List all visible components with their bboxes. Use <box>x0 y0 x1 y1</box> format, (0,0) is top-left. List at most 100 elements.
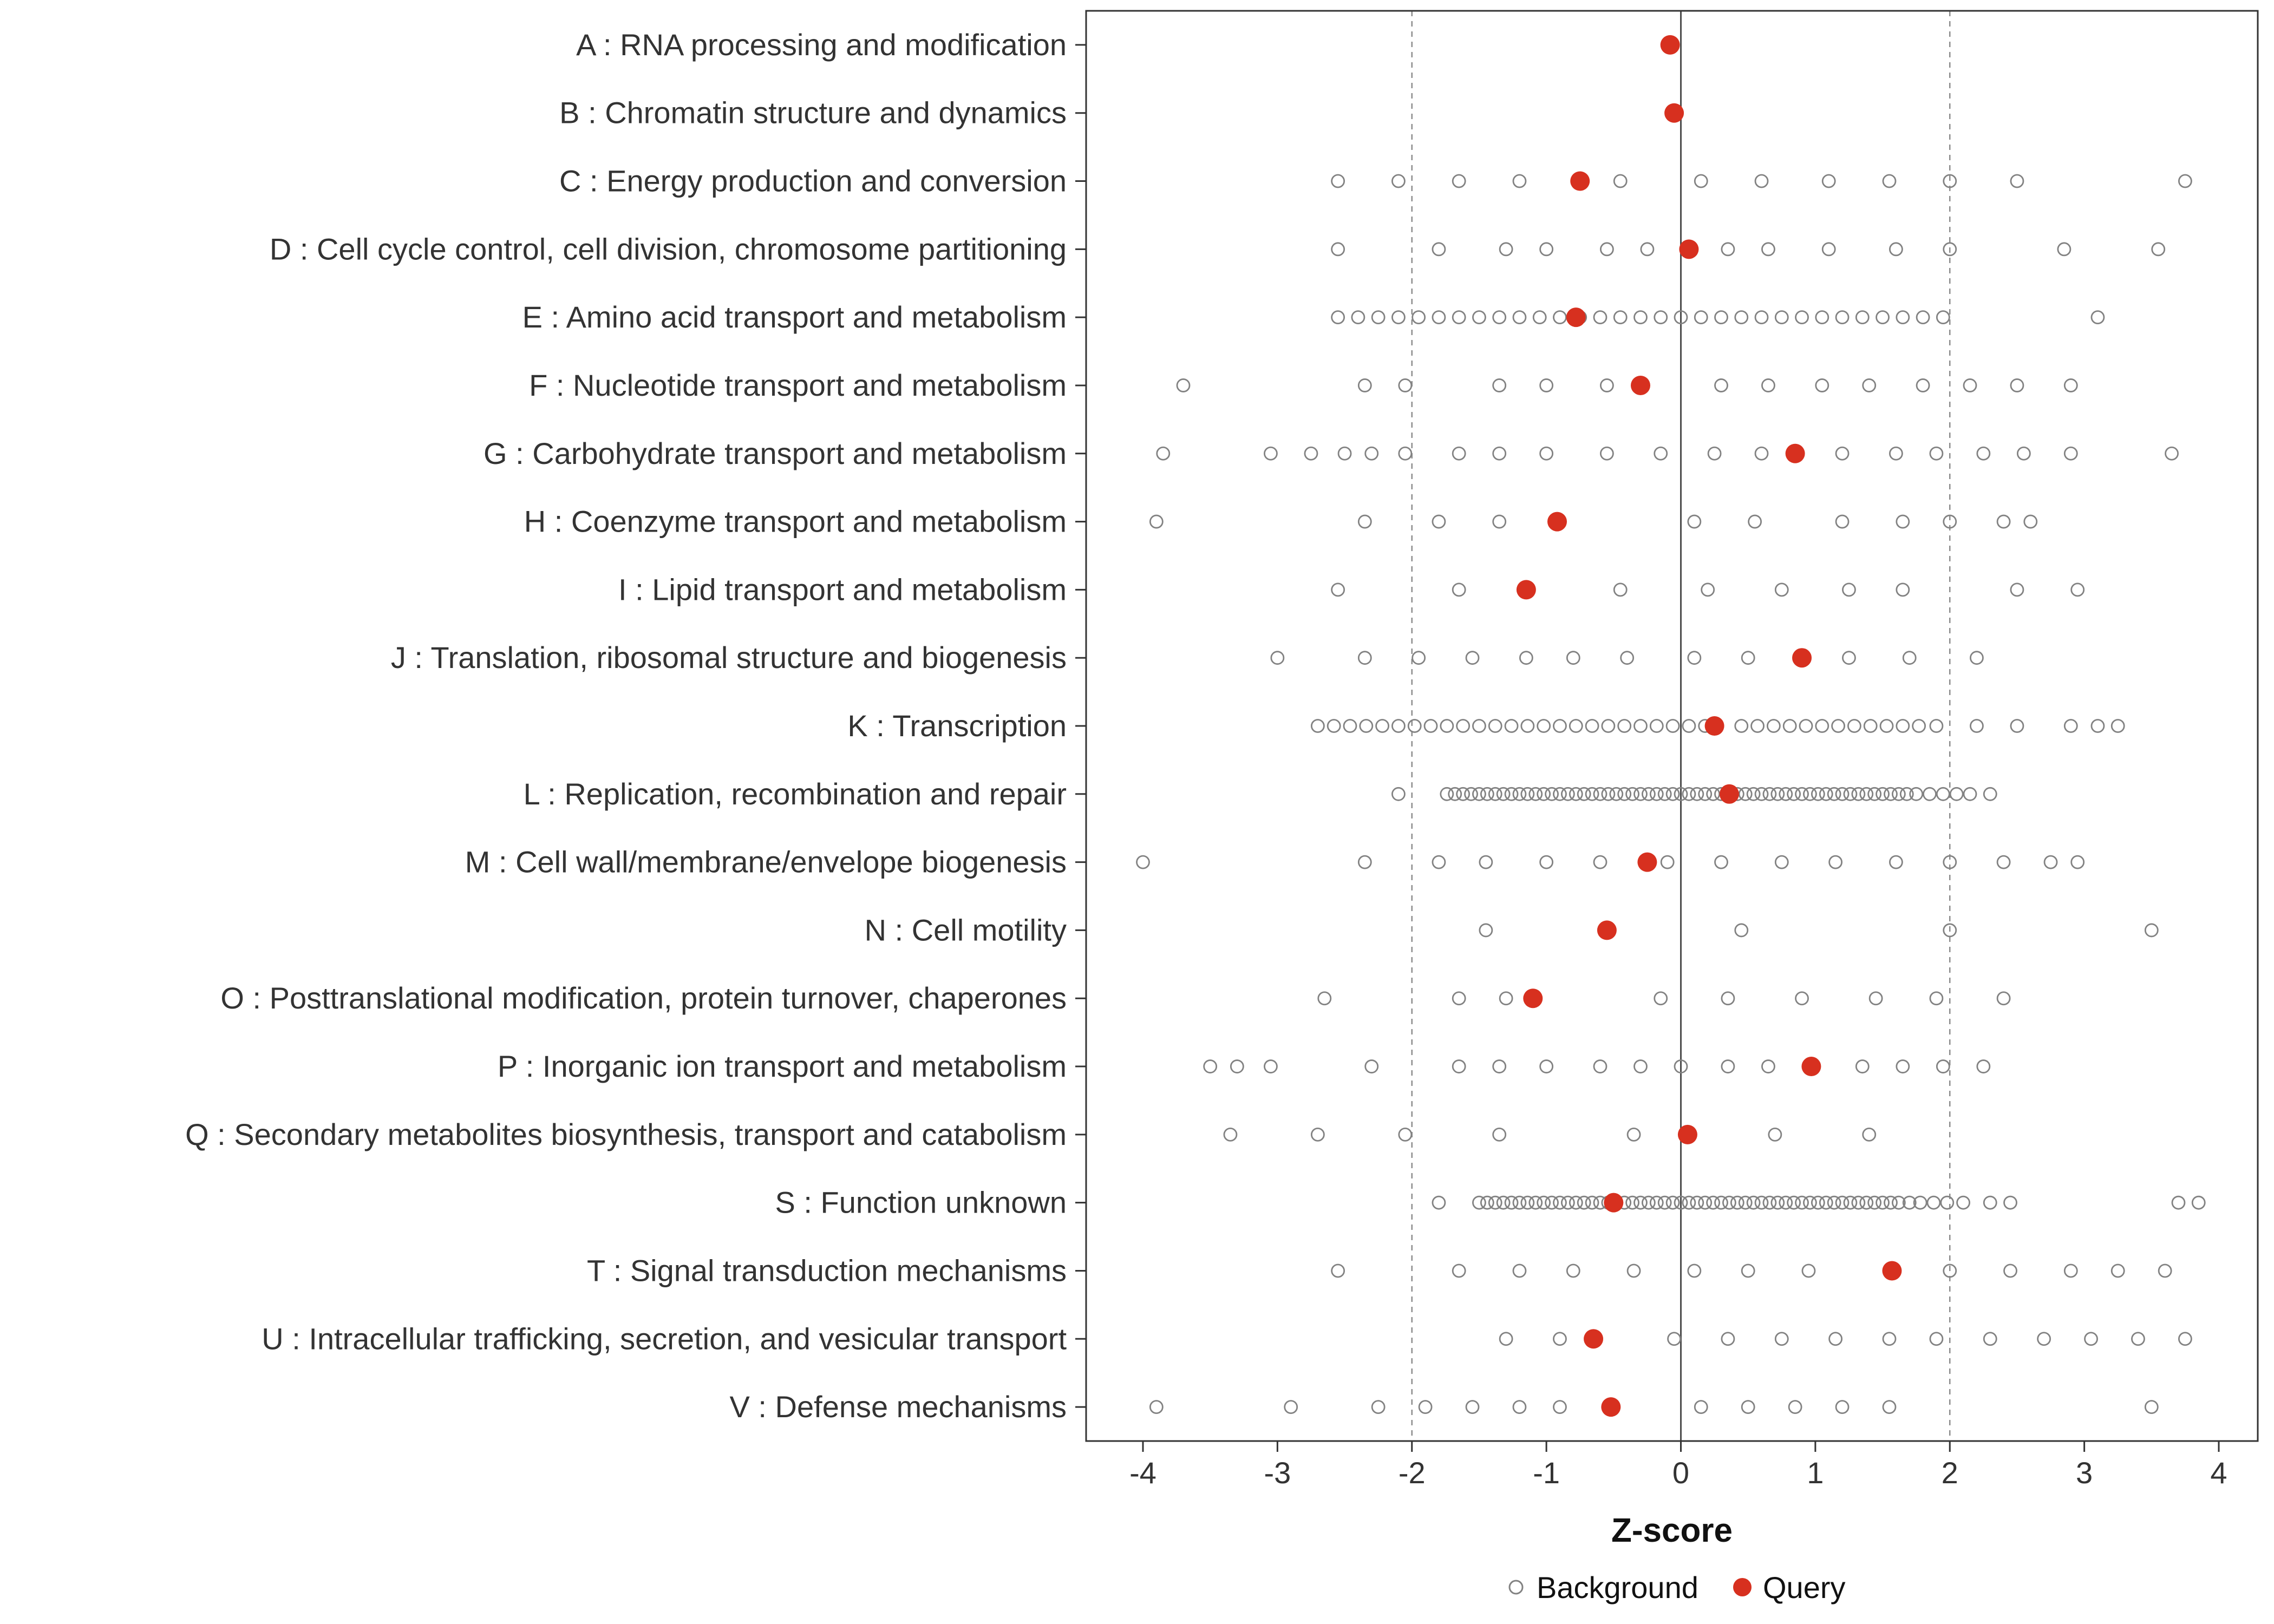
x-axis-title: Z-score <box>1611 1512 1733 1549</box>
background-point <box>1741 1400 1755 1414</box>
background-point <box>1835 446 1850 461</box>
background-point <box>1762 787 1777 801</box>
background-point <box>1465 651 1480 665</box>
background-point <box>1665 719 1680 733</box>
background-point <box>1512 174 1527 188</box>
query-point <box>1523 988 1543 1009</box>
background-point <box>1774 855 1789 869</box>
query-point <box>1792 648 1812 668</box>
background-point <box>1902 1195 1917 1210</box>
background-point <box>2010 582 2024 597</box>
background-point <box>1452 1263 1466 1278</box>
background-point <box>1176 378 1191 392</box>
background-point <box>1553 1195 1567 1210</box>
background-point <box>1916 378 1930 392</box>
background-point <box>1698 787 1713 801</box>
background-point <box>1976 1059 1991 1073</box>
background-point <box>1569 719 1583 733</box>
background-point <box>1707 446 1722 461</box>
background-point <box>2151 242 2166 257</box>
y-axis-label: P : Inorganic ion transport and metaboli… <box>498 1049 1067 1083</box>
background-point <box>2070 855 2085 869</box>
background-point <box>1585 787 1599 801</box>
background-point <box>1625 1195 1639 1210</box>
background-point <box>2063 378 2078 392</box>
background-point <box>1706 787 1721 801</box>
background-point <box>1203 1059 1218 1073</box>
background-point <box>1721 991 1735 1006</box>
background-point <box>1819 787 1833 801</box>
background-point <box>1230 1059 1244 1073</box>
background-point <box>2057 242 2072 257</box>
background-point <box>1633 310 1648 325</box>
y-axis-label: H : Coenzyme transport and metabolism <box>524 505 1067 539</box>
background-point <box>1694 1400 1708 1414</box>
background-point <box>1687 514 1702 529</box>
y-axis-label: C : Energy production and conversion <box>559 164 1067 198</box>
background-point <box>2110 719 2125 733</box>
background-point <box>1714 310 1728 325</box>
background-point <box>1721 1332 1735 1346</box>
background-point <box>1929 446 1944 461</box>
y-axis-label: M : Cell wall/membrane/envelope biogenes… <box>465 845 1067 879</box>
background-point <box>1811 787 1825 801</box>
query-point <box>1604 1193 1624 1213</box>
background-point <box>1472 1195 1486 1210</box>
background-point <box>1492 378 1507 392</box>
background-point <box>1770 787 1785 801</box>
background-point <box>1654 991 1668 1006</box>
background-point <box>2178 1332 2192 1346</box>
background-point <box>1649 1195 1664 1210</box>
y-axis-label: D : Cell cycle control, cell division, c… <box>270 232 1067 266</box>
background-point <box>1654 446 1668 461</box>
background-point <box>1512 1195 1527 1210</box>
background-point <box>1499 1332 1513 1346</box>
background-point <box>1545 787 1559 801</box>
background-point <box>1690 787 1704 801</box>
background-point <box>1472 719 1486 733</box>
background-point <box>1351 310 1365 325</box>
background-point <box>1996 855 2011 869</box>
background-point <box>2090 719 2105 733</box>
background-point <box>1761 378 1775 392</box>
background-point <box>1452 1059 1466 1073</box>
background-point <box>1788 1400 1802 1414</box>
background-point <box>1884 1195 1898 1210</box>
background-point <box>1512 787 1527 801</box>
background-point <box>1528 1195 1543 1210</box>
background-point <box>1223 1127 1238 1142</box>
background-point <box>1912 719 1926 733</box>
x-tick-label: -2 <box>1399 1456 1426 1490</box>
background-point <box>1913 1195 1927 1210</box>
panel-border <box>1085 10 2259 1442</box>
background-point <box>1896 1059 1910 1073</box>
background-point <box>1855 1059 1870 1073</box>
background-point <box>2144 1400 2159 1414</box>
background-point <box>1754 310 1769 325</box>
background-point <box>1566 1263 1580 1278</box>
background-point <box>1412 651 1426 665</box>
query-point <box>1637 852 1657 872</box>
background-point <box>1156 446 1171 461</box>
background-point <box>1364 1059 1379 1073</box>
background-point <box>1539 242 1554 257</box>
background-point <box>1504 719 1519 733</box>
x-tick-label: -3 <box>1264 1456 1291 1490</box>
background-point <box>1633 1059 1648 1073</box>
background-point <box>2043 855 2058 869</box>
background-point <box>1496 787 1511 801</box>
background-point <box>2090 310 2105 325</box>
background-point <box>1787 1195 1801 1210</box>
background-point <box>1601 719 1616 733</box>
background-point <box>1916 310 1930 325</box>
background-point <box>1480 1195 1494 1210</box>
background-point <box>1423 719 1438 733</box>
background-point <box>1891 1195 1906 1210</box>
background-point <box>1896 310 1910 325</box>
background-point <box>1136 855 1150 869</box>
query-point <box>1801 1057 1821 1077</box>
background-point <box>1721 1059 1735 1073</box>
background-point <box>1270 651 1285 665</box>
background-point <box>1741 1263 1755 1278</box>
